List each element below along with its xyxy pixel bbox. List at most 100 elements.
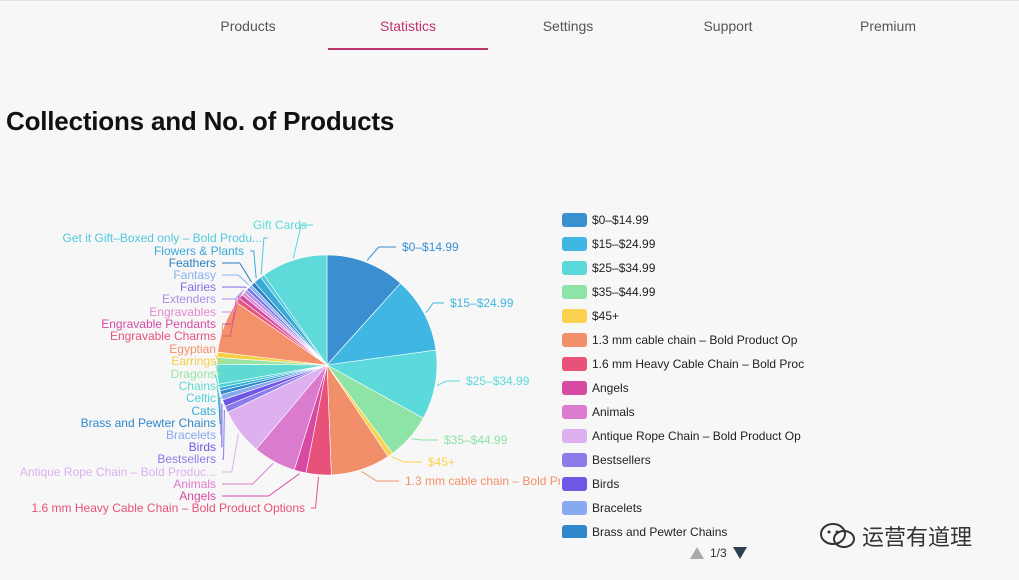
legend-swatch	[562, 309, 587, 323]
legend-item[interactable]: $35–$44.99	[562, 280, 807, 304]
legend-swatch	[562, 405, 587, 419]
legend-label: $25–$34.99	[592, 261, 656, 275]
legend-swatch	[562, 525, 587, 538]
tab-statistics[interactable]: Statistics	[328, 0, 488, 50]
legend-item[interactable]: Bracelets	[562, 496, 807, 520]
callout-label: Gift Cards	[253, 218, 307, 232]
legend-label: Bracelets	[592, 501, 643, 515]
legend-item[interactable]: 1.6 mm Heavy Cable Chain – Bold Proc	[562, 352, 807, 376]
callout-line	[311, 476, 319, 509]
legend-swatch	[562, 429, 587, 443]
callout-line	[411, 438, 438, 441]
wechat-icon	[820, 523, 855, 548]
legend-label: $15–$24.99	[592, 237, 656, 251]
callout-label: Birds	[189, 440, 216, 454]
callout-line	[216, 386, 222, 399]
callout-label: Flowers & Plants	[154, 244, 244, 258]
callout-label: Engravable Pendants	[101, 317, 216, 331]
watermark: 运营有道理	[818, 520, 972, 552]
callout-line	[222, 262, 253, 283]
legend-swatch	[562, 501, 587, 515]
legend-item[interactable]: Animals	[562, 400, 807, 424]
callout-label: Chains	[179, 379, 216, 393]
callout-line	[222, 274, 250, 286]
callout-label: $45+	[428, 455, 455, 469]
pager-label: 1/3	[710, 546, 727, 560]
legend-item[interactable]: $0–$14.99	[562, 208, 807, 232]
callout-label: $35–$44.99	[444, 433, 508, 447]
pager-down-icon[interactable]	[732, 547, 747, 559]
pie-chart: $0–$14.99 $15–$24.99 $25–$34.99 $35–$44.99 $…	[20, 218, 560, 515]
legend-swatch	[562, 357, 587, 371]
legend-swatch	[562, 333, 587, 347]
callout-line	[222, 462, 274, 485]
legend-label: $0–$14.99	[592, 213, 649, 227]
callout-label: Bracelets	[166, 428, 216, 442]
tab-support[interactable]: Support	[703, 18, 753, 34]
legend-item[interactable]: Antique Rope Chain – Bold Product Op	[562, 424, 807, 448]
legend-item[interactable]: 1.3 mm cable chain – Bold Product Op	[562, 328, 807, 352]
top-border	[0, 0, 1019, 1]
pie-slice[interactable]	[326, 282, 437, 366]
tab-products[interactable]: Products	[220, 18, 276, 34]
legend-label: Brass and Pewter Chains	[592, 525, 728, 538]
callout-label: Engravable Charms	[110, 329, 216, 343]
legend-item[interactable]: Brass and Pewter Chains	[562, 520, 807, 538]
legend-label: 1.6 mm Heavy Cable Chain – Bold Proc	[592, 357, 805, 371]
chart-legend: $0–$14.99 $15–$24.99 $25–$34.99 $35–$44.99 $…	[562, 208, 807, 538]
callout-label: Feathers	[169, 256, 216, 270]
callout-line	[219, 397, 222, 436]
callout-label: Cats	[191, 404, 216, 418]
legend-swatch	[562, 453, 587, 467]
callout-label: Brass and Pewter Chains	[81, 416, 216, 430]
legend-item[interactable]: Angels	[562, 376, 807, 400]
legend-label: 1.3 mm cable chain – Bold Product Op	[592, 333, 798, 347]
callout-line	[250, 250, 257, 279]
legend-swatch	[562, 381, 587, 395]
legend-label: Bestsellers	[592, 453, 651, 467]
callout-label: $15–$24.99	[450, 296, 514, 310]
legend-item[interactable]: Bestsellers	[562, 448, 807, 472]
page-title: Collections and No. of Products	[6, 106, 395, 136]
callout-line	[222, 409, 225, 460]
top-nav: Products Statistics Settings Support Pre…	[168, 0, 968, 50]
legend-pager: 1/3	[690, 544, 747, 562]
callout-line	[391, 456, 422, 463]
callout-line	[361, 471, 399, 482]
tab-premium[interactable]: Premium	[859, 18, 916, 34]
legend-label: $45+	[592, 309, 620, 323]
legend-swatch	[562, 477, 587, 491]
pager-up-icon[interactable]	[690, 547, 704, 559]
legend-swatch	[562, 261, 587, 275]
callout-line	[222, 289, 245, 300]
pie-slice[interactable]	[263, 254, 328, 366]
watermark-text: 运营有道理	[862, 525, 973, 550]
callout-line	[214, 374, 222, 387]
callout-label: $0–$14.99	[402, 240, 459, 254]
callout-line	[436, 380, 460, 387]
callout-label: Angels	[179, 489, 216, 503]
callout-label: Get it Gift–Boxed only – Bold Produ...	[63, 231, 262, 245]
callout-line	[222, 292, 243, 313]
legend-item[interactable]: $45+	[562, 304, 807, 328]
callout-line	[425, 302, 444, 313]
callout-label: Earrings	[171, 354, 216, 368]
legend-label: Birds	[592, 477, 620, 491]
tab-settings[interactable]: Settings	[542, 18, 594, 34]
pie-slice[interactable]	[326, 254, 402, 366]
legend-item[interactable]: $25–$34.99	[562, 256, 807, 280]
legend-swatch	[562, 237, 587, 251]
callout-label: Celtic	[186, 391, 216, 405]
callout-line	[217, 389, 222, 412]
callout-label: 1.6 mm Heavy Cable Chain – Bold Product …	[32, 501, 305, 515]
callout-line	[260, 237, 268, 275]
callout-label: Dragons	[171, 367, 216, 381]
callout-line	[215, 354, 222, 362]
callout-label: Egyptian	[169, 342, 216, 356]
callout-label: Antique Rope Chain – Bold Produc...	[20, 465, 216, 479]
legend-swatch	[562, 213, 587, 227]
legend-item[interactable]: $15–$24.99	[562, 232, 807, 256]
legend-item[interactable]: Birds	[562, 472, 807, 496]
pie-slice[interactable]	[326, 349, 438, 419]
legend-swatch	[562, 285, 587, 299]
